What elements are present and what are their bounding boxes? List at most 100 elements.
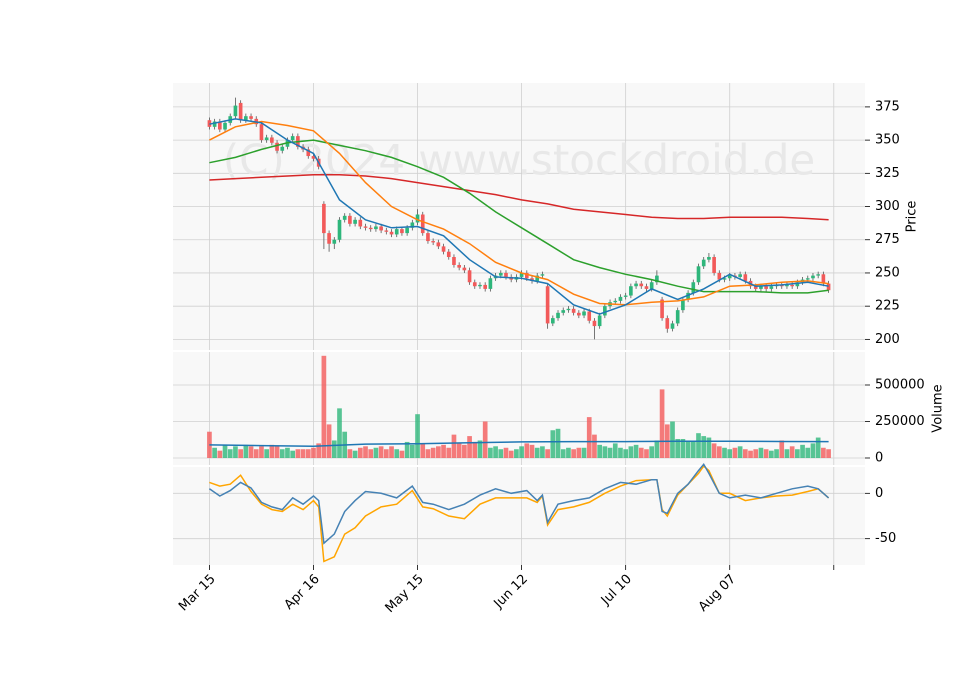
candle-body	[623, 295, 628, 297]
candle-body	[613, 300, 618, 303]
volume-bar	[769, 450, 774, 458]
candle-body	[431, 241, 435, 243]
candle-body	[618, 296, 623, 301]
volume-bar	[586, 417, 592, 458]
volume-bar	[311, 447, 316, 458]
volume-bar	[800, 444, 805, 458]
volume-bar	[659, 389, 665, 458]
candle-body	[311, 156, 316, 159]
volume-bar	[409, 444, 415, 458]
volume-bar	[378, 446, 384, 458]
candle-body	[400, 229, 404, 234]
volume-bar	[274, 446, 280, 458]
y-tick-label: 300	[875, 199, 900, 214]
volume-bar	[618, 447, 623, 458]
candle-body	[712, 257, 716, 273]
candle-body	[701, 259, 706, 267]
volume-bar	[227, 449, 233, 458]
volume-bar	[352, 450, 358, 458]
candle-body	[368, 227, 373, 230]
watermark: (C) 2024 www.stockdroid.de	[223, 136, 816, 185]
y-tick-label: 250	[875, 265, 900, 280]
volume-bar	[826, 449, 831, 458]
volume-bar	[784, 449, 790, 458]
candle-body	[327, 233, 331, 244]
x-tick-label: May 15	[383, 572, 427, 616]
volume-bar	[644, 449, 649, 458]
volume-bar	[368, 449, 374, 458]
volume-bar	[654, 440, 660, 458]
volume-bar	[436, 446, 441, 458]
candle-body	[795, 282, 800, 287]
candle-body	[743, 274, 748, 281]
volume-bar	[493, 446, 498, 458]
candle-body	[379, 226, 383, 231]
volume-bar	[285, 447, 290, 458]
candle-body	[681, 299, 685, 311]
candle-body	[462, 267, 467, 271]
line-series	[209, 173, 829, 221]
volume-bar	[649, 446, 655, 458]
candle-body	[478, 284, 482, 287]
volume-bar	[612, 443, 618, 458]
y-tick-label: 200	[875, 332, 900, 347]
volume-bar	[259, 446, 264, 458]
candle-body	[348, 215, 352, 224]
candle-body	[374, 226, 378, 230]
candle-body	[821, 274, 826, 284]
candle-body	[436, 242, 441, 247]
candle-body	[233, 105, 238, 117]
volume-bar	[482, 421, 488, 458]
candle-body	[452, 257, 456, 265]
candle-body	[722, 278, 727, 280]
candle-body	[769, 286, 774, 289]
candle-body	[816, 274, 820, 276]
volume-bar	[514, 449, 519, 458]
volume-bar	[279, 449, 285, 458]
volume-bar	[789, 446, 795, 458]
candle-body	[790, 284, 794, 287]
candle-body	[332, 239, 337, 244]
volume-bar	[545, 449, 550, 458]
volume-bar	[748, 450, 753, 458]
volume-bar	[363, 446, 368, 458]
line-series	[208, 462, 830, 545]
volume-bar	[550, 430, 556, 458]
candle-body	[764, 286, 768, 289]
candle-body	[603, 306, 607, 316]
volume-bar	[519, 446, 524, 458]
y-axis-label: Price	[905, 201, 920, 233]
y-tick-label: 350	[875, 133, 900, 148]
volume-bar	[488, 447, 493, 458]
panel-background	[173, 467, 865, 565]
volume-bar	[680, 439, 686, 458]
candle-body	[811, 275, 815, 279]
candle-body	[498, 272, 503, 276]
candle-body	[753, 286, 758, 289]
candle-body	[342, 215, 347, 220]
candle-body	[472, 282, 477, 287]
volume-bar	[758, 447, 764, 458]
volume-bar	[753, 449, 759, 458]
volume-bar	[534, 447, 540, 458]
volume-bar	[592, 434, 597, 458]
y-tick-label: 0	[875, 486, 883, 501]
volume-bar	[524, 443, 530, 458]
candle-body	[644, 286, 649, 289]
volume-bar	[763, 449, 769, 458]
x-tick-label: Mar 15	[176, 572, 219, 615]
candle-body	[707, 257, 711, 260]
volume-bar	[711, 443, 717, 458]
candle-body	[634, 283, 638, 287]
candle-body	[686, 292, 690, 300]
volume-bar	[701, 436, 707, 458]
candle-body	[405, 227, 409, 234]
volume-bar	[815, 437, 821, 458]
candle-body	[691, 282, 696, 293]
volume-bar	[690, 441, 696, 458]
candle-body	[675, 310, 680, 324]
candle-body	[290, 136, 295, 141]
candle-body	[639, 283, 644, 287]
volume-bar	[607, 447, 613, 458]
candle-body	[629, 286, 633, 296]
